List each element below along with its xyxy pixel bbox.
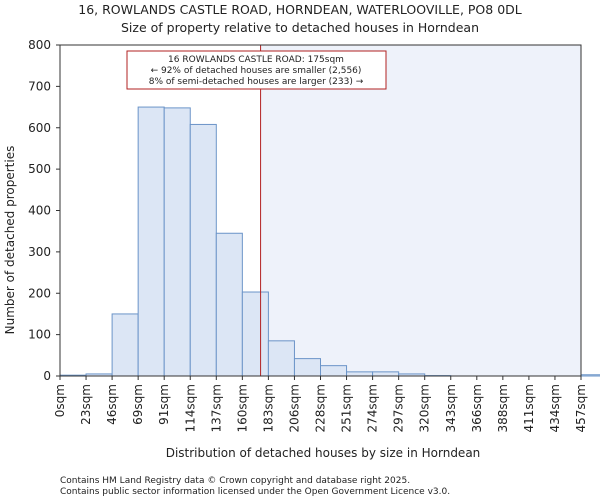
x-tick-label: 0sqm: [53, 384, 67, 417]
annotation-line-1: 16 ROWLANDS CASTLE ROAD: 175sqm: [168, 55, 344, 65]
chart-title: 16, ROWLANDS CASTLE ROAD, HORNDEAN, WATE…: [78, 2, 522, 17]
x-axis-ticks: 0sqm 23sqm 46sqm 69sqm 91sqm 114sqm 137sqm 160s…: [53, 376, 588, 432]
x-tick-label: 320sqm: [418, 384, 432, 432]
x-axis-label: Distribution of detached houses by size …: [166, 446, 481, 460]
histogram-bar: [581, 375, 600, 376]
chart-subtitle: Size of property relative to detached ho…: [121, 20, 479, 35]
x-tick-label: 297sqm: [392, 384, 406, 432]
y-tick-label: 0: [43, 369, 51, 383]
x-tick-label: 137sqm: [209, 384, 223, 432]
y-tick-label: 800: [28, 38, 51, 52]
x-tick-label: 411sqm: [522, 384, 536, 432]
x-tick-label: 46sqm: [105, 384, 119, 425]
y-tick-label: 200: [28, 286, 51, 300]
x-tick-label: 183sqm: [261, 384, 275, 432]
x-tick-label: 388sqm: [496, 384, 510, 432]
footer-line-1: Contains HM Land Registry data © Crown c…: [60, 476, 410, 486]
histogram-bar: [321, 366, 347, 376]
x-tick-label: 114sqm: [183, 384, 197, 432]
x-tick-label: 343sqm: [444, 384, 458, 432]
x-tick-label: 23sqm: [79, 384, 93, 425]
histogram-bar: [373, 372, 399, 376]
y-tick-label: 100: [28, 328, 51, 342]
annotation-line-2: ← 92% of detached houses are smaller (2,…: [151, 66, 362, 76]
histogram-bar: [216, 233, 242, 376]
histogram-bar: [164, 108, 190, 376]
x-tick-label: 366sqm: [470, 384, 484, 432]
x-tick-label: 457sqm: [574, 384, 588, 432]
y-axis-ticks: 0 100 200 300 400 500 600 700 800: [28, 38, 60, 383]
y-axis-label: Number of detached properties: [3, 146, 17, 335]
histogram-bar: [268, 341, 294, 376]
histogram-bar: [138, 107, 164, 376]
x-tick-label: 274sqm: [366, 384, 380, 432]
x-tick-label: 228sqm: [314, 384, 328, 432]
above-property-shade: [261, 45, 581, 376]
histogram-bar: [112, 314, 138, 376]
histogram-bar: [347, 372, 373, 376]
x-tick-label: 206sqm: [287, 384, 301, 432]
x-tick-label: 434sqm: [548, 384, 562, 432]
footer-line-2: Contains public sector information licen…: [60, 487, 450, 497]
y-tick-label: 400: [28, 204, 51, 218]
histogram-bar: [294, 359, 320, 376]
annotation-box: 16 ROWLANDS CASTLE ROAD: 175sqm ← 92% of…: [127, 51, 386, 89]
histogram-bar: [190, 124, 216, 376]
y-tick-label: 600: [28, 121, 51, 135]
y-tick-label: 500: [28, 162, 51, 176]
x-tick-label: 91sqm: [157, 384, 171, 425]
x-tick-label: 251sqm: [340, 384, 354, 432]
x-tick-label: 69sqm: [131, 384, 145, 425]
histogram-bar: [242, 292, 268, 376]
annotation-line-3: 8% of semi-detached houses are larger (2…: [149, 77, 364, 87]
x-tick-label: 160sqm: [235, 384, 249, 432]
y-tick-label: 300: [28, 245, 51, 259]
y-tick-label: 700: [28, 79, 51, 93]
